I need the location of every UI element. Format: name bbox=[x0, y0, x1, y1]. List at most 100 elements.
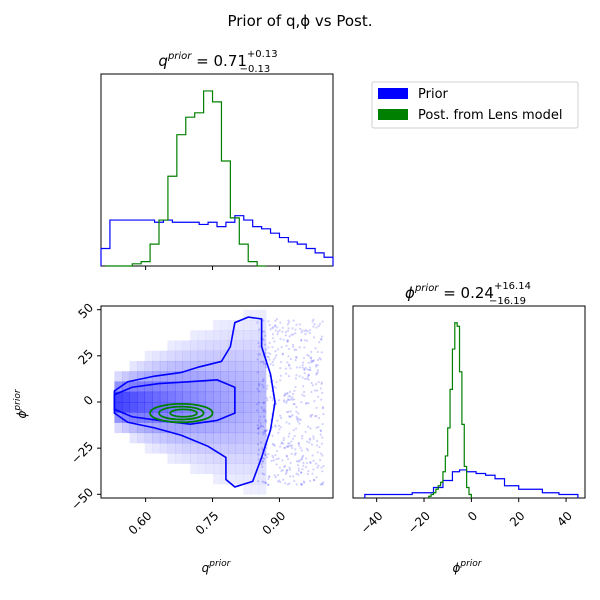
scatter-point bbox=[321, 320, 324, 323]
scatter-point bbox=[280, 346, 283, 349]
scatter-point bbox=[278, 466, 282, 469]
density-cell bbox=[197, 402, 206, 413]
scatter-point bbox=[285, 445, 289, 448]
scatter-point bbox=[282, 478, 285, 481]
density-cell bbox=[243, 381, 252, 393]
scatter-point bbox=[296, 420, 300, 423]
scatter-point bbox=[319, 433, 322, 436]
density-cell bbox=[235, 402, 244, 413]
posterior-contour-3 bbox=[169, 408, 198, 418]
scatter-point bbox=[313, 323, 316, 326]
scatter-point bbox=[262, 379, 265, 382]
legend-label-post: Post. from Lens model bbox=[418, 108, 563, 123]
scatter-point bbox=[301, 366, 304, 369]
scatter-point bbox=[275, 381, 278, 384]
scatter-point bbox=[304, 333, 307, 336]
density-cell bbox=[197, 391, 206, 403]
scatter-point bbox=[303, 394, 306, 398]
density-cell bbox=[152, 391, 161, 403]
scatter-point bbox=[309, 479, 312, 483]
scatter-point bbox=[312, 359, 316, 362]
scatter-point bbox=[292, 429, 295, 432]
scatter-point bbox=[268, 358, 271, 361]
scatter-point bbox=[262, 401, 265, 404]
scatter-point bbox=[303, 481, 306, 484]
scatter-point bbox=[303, 330, 306, 333]
density-cell bbox=[258, 484, 267, 495]
scatter-point bbox=[293, 348, 296, 351]
density-cell bbox=[243, 360, 252, 372]
scatter-point bbox=[290, 333, 293, 336]
density-cell bbox=[258, 340, 267, 352]
scatter-point bbox=[309, 461, 312, 464]
density-cell bbox=[235, 463, 244, 475]
density-cell bbox=[235, 422, 244, 434]
scatter-point bbox=[260, 424, 263, 428]
density-cell bbox=[190, 453, 199, 464]
scatter-point bbox=[312, 478, 316, 481]
prior-contour-outer bbox=[113, 316, 276, 488]
scatter-point bbox=[315, 426, 318, 429]
scatter-point bbox=[265, 446, 268, 449]
density-cell bbox=[228, 371, 237, 382]
scatter-point bbox=[287, 327, 290, 330]
density-cell bbox=[197, 463, 206, 475]
scatter-point bbox=[300, 471, 303, 474]
scatter-point bbox=[276, 419, 279, 422]
scatter-point bbox=[265, 429, 269, 432]
density-cell bbox=[212, 350, 221, 362]
density-cell bbox=[205, 330, 214, 341]
scatter-point bbox=[320, 338, 323, 341]
scatter-point bbox=[264, 348, 268, 351]
scatter-point bbox=[288, 432, 291, 435]
scatter-point bbox=[294, 448, 297, 451]
density-cell bbox=[258, 309, 267, 321]
density-cell bbox=[152, 350, 161, 362]
density-cell bbox=[182, 340, 191, 352]
scatter-point bbox=[291, 343, 295, 346]
legend-swatch-post bbox=[378, 109, 408, 120]
scatter-point bbox=[264, 334, 267, 337]
scatter-point bbox=[311, 360, 314, 363]
density-cell bbox=[144, 422, 153, 434]
scatter-point bbox=[319, 429, 323, 433]
density-cell bbox=[182, 381, 191, 393]
scatter-point bbox=[261, 465, 264, 468]
density-cell bbox=[228, 463, 237, 475]
scatter-point bbox=[308, 329, 311, 332]
density-cell bbox=[175, 340, 183, 352]
scatter-point bbox=[256, 427, 260, 430]
density-cell bbox=[137, 360, 146, 372]
density-cell bbox=[258, 453, 267, 464]
histogram-series-post bbox=[105, 90, 267, 267]
density-cell bbox=[129, 371, 138, 382]
scatter-point bbox=[293, 389, 296, 392]
scatter-point bbox=[258, 328, 261, 331]
scatter-point bbox=[312, 437, 315, 440]
density-cell bbox=[175, 350, 183, 362]
scatter-point bbox=[287, 374, 291, 378]
scatter-point bbox=[287, 442, 290, 445]
scatter-point bbox=[294, 332, 297, 335]
scatter-point bbox=[301, 393, 304, 396]
scatter-point bbox=[284, 372, 288, 375]
density-cell bbox=[243, 443, 252, 454]
scatter-point bbox=[281, 353, 284, 356]
density-cell bbox=[129, 422, 138, 434]
scatter-point bbox=[302, 461, 305, 464]
scatter-point bbox=[278, 329, 281, 332]
scatter-point bbox=[295, 483, 298, 486]
scatter-point bbox=[257, 453, 260, 456]
scatter-point bbox=[298, 346, 301, 349]
scatter-point bbox=[292, 392, 295, 396]
scatter-point bbox=[261, 383, 264, 386]
scatter-point bbox=[264, 419, 267, 422]
x-axis-label-q: qprior bbox=[202, 559, 232, 575]
legend: Prior Post. from Lens model bbox=[371, 81, 579, 129]
density-cell bbox=[175, 443, 183, 454]
density-cell bbox=[197, 412, 206, 423]
scatter-point bbox=[294, 377, 298, 380]
scatter-point bbox=[306, 440, 309, 443]
density-cell bbox=[250, 432, 259, 444]
scatter-point bbox=[278, 428, 281, 431]
